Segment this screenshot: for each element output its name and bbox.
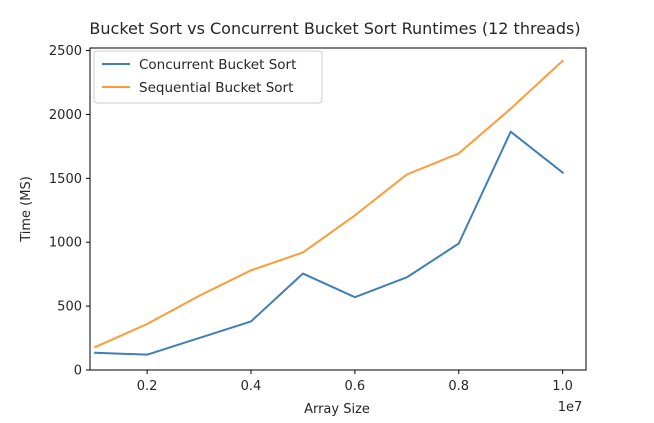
y-tick-label: 500 [57,300,82,315]
y-tick-label: 2000 [49,108,82,123]
x-axis-offset-label: 1e7 [558,400,583,415]
series-line-2 [93,59,565,349]
x-tick-label: 0.8 [448,379,469,394]
x-axis: 0.2 0.4 0.6 0.8 1.0 [137,370,573,394]
y-axis: 0 500 1000 1500 2000 2500 [49,44,90,379]
x-tick-label: 0.4 [241,379,262,394]
legend-label-2: Sequential Bucket Sort [139,80,293,96]
legend: Concurrent Bucket Sort Sequential Bucket … [93,50,323,104]
y-tick-label: 1500 [49,172,82,187]
legend-label-1: Concurrent Bucket Sort [139,57,296,73]
chart-title: Bucket Sort vs Concurrent Bucket Sort Ru… [89,19,580,38]
y-axis-label: Time (MS) [19,176,34,243]
y-tick-label: 0 [74,364,82,379]
plot-frame [89,47,587,371]
y-tick-label: 2500 [49,44,82,59]
x-tick-label: 1.0 [552,379,573,394]
y-tick-label: 1000 [49,236,82,251]
x-axis-label: Array Size [304,402,370,417]
legend-box [93,50,323,104]
plot-area [93,59,565,356]
x-tick-label: 0.2 [137,379,158,394]
series-line-1 [94,130,565,356]
x-tick-label: 0.6 [345,379,366,394]
